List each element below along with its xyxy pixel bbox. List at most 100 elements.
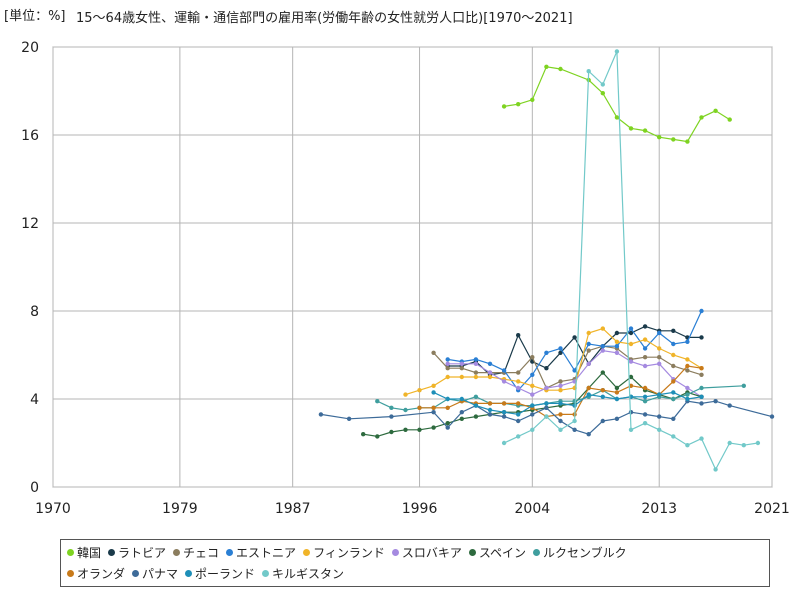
series-line [433, 391, 702, 416]
data-point [445, 374, 450, 380]
data-point [530, 392, 535, 397]
data-point [586, 392, 591, 397]
x-tick-label: 2021 [754, 501, 790, 517]
data-point [628, 427, 634, 432]
plot-frame [52, 46, 773, 488]
y-tick-label: 16 [21, 128, 39, 144]
data-point [389, 405, 394, 410]
data-point [685, 368, 690, 373]
series-0 [501, 64, 732, 144]
data-point [558, 427, 563, 432]
legend-item: スロバキア [391, 544, 462, 561]
data-point [628, 326, 634, 331]
data-point [600, 82, 605, 87]
data-point [614, 390, 620, 395]
data-point [586, 432, 591, 437]
legend-label: スペイン [478, 546, 527, 560]
data-point [699, 366, 704, 371]
data-point [516, 370, 521, 375]
y-tick-label: 0 [30, 480, 39, 496]
series-line [504, 66, 731, 143]
data-point [586, 385, 591, 391]
data-point [741, 383, 746, 388]
legend-item: パナマ [132, 565, 178, 582]
data-point [699, 394, 704, 399]
data-point [530, 412, 535, 417]
data-point [642, 394, 648, 399]
data-point [544, 405, 549, 410]
data-point [685, 396, 690, 402]
data-point [572, 418, 577, 424]
data-point [628, 330, 634, 336]
data-point [755, 440, 761, 446]
data-point [642, 412, 648, 417]
data-point [671, 396, 676, 402]
data-point [473, 414, 479, 419]
data-point [501, 440, 507, 446]
data-point [459, 416, 464, 421]
data-point [586, 330, 591, 336]
data-point [403, 407, 408, 413]
data-point [642, 346, 648, 351]
data-point [628, 374, 634, 380]
legend-marker [67, 570, 74, 577]
data-point [445, 366, 450, 371]
data-point [642, 385, 648, 391]
legend-label: フィンランド [313, 546, 385, 560]
data-point [544, 401, 549, 406]
legend-marker [67, 549, 74, 556]
legend-marker [391, 549, 399, 556]
data-point [657, 427, 662, 432]
legend-item: キルギスタン [262, 565, 344, 582]
data-point [516, 418, 521, 424]
series-lines [318, 49, 775, 472]
data-point [487, 374, 493, 380]
data-point [445, 421, 450, 426]
data-point [530, 403, 535, 408]
data-point [699, 372, 704, 377]
data-point [600, 370, 605, 375]
data-point [558, 388, 563, 393]
data-point [699, 436, 704, 441]
data-point [318, 412, 324, 417]
data-point [699, 115, 704, 120]
data-point [671, 363, 676, 369]
y-tick-label: 8 [30, 304, 39, 320]
data-point [389, 414, 394, 419]
data-point [431, 410, 436, 415]
data-point [544, 414, 549, 419]
data-point [487, 407, 493, 413]
line-chart: 0 4 8 12 16 20 1970 1979 1987 1996 2004 2013 2021 [21, 40, 790, 517]
data-point [685, 139, 690, 144]
data-point [445, 357, 450, 362]
data-point [544, 64, 549, 70]
data-point [558, 379, 563, 384]
data-point [473, 361, 479, 366]
data-point [671, 137, 676, 142]
data-point [657, 392, 662, 397]
data-point [642, 363, 648, 369]
legend-marker [303, 549, 311, 556]
chart-title: 15～64歳女性、運輸・通信部門の雇用率(労働年齢の女性就労人口比)[1970～… [76, 11, 573, 26]
data-point [530, 355, 535, 360]
data-point [685, 443, 690, 448]
legend-label: パナマ [142, 567, 179, 581]
x-tick-label: 1996 [402, 501, 438, 517]
legend-marker [132, 570, 140, 577]
data-point [473, 374, 479, 380]
data-point [600, 326, 605, 331]
data-point [657, 361, 662, 366]
series-line [433, 345, 702, 389]
legend-item: 韓国 [67, 544, 101, 561]
data-point [614, 350, 620, 355]
data-point [572, 368, 577, 373]
data-point [516, 412, 521, 417]
data-point [713, 467, 718, 472]
data-point [558, 418, 563, 424]
data-point [642, 324, 648, 329]
data-point [403, 427, 408, 432]
x-tick-label: 1987 [275, 501, 311, 517]
data-point [544, 350, 549, 355]
data-point [417, 427, 422, 432]
data-point [445, 396, 450, 402]
